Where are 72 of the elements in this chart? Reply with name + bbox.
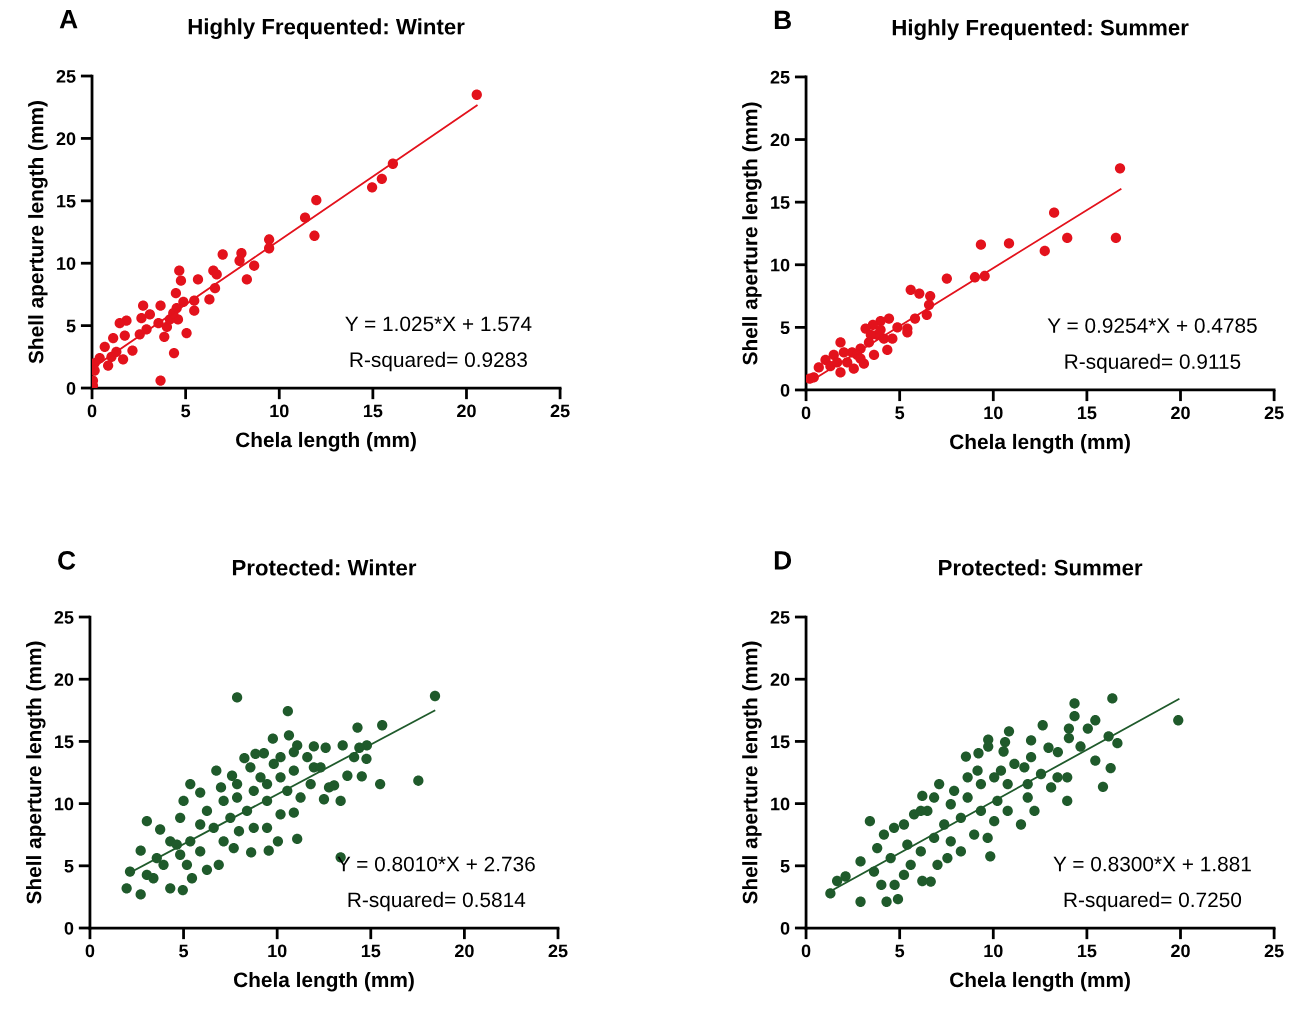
x-tick-label: 10 xyxy=(268,944,287,958)
annotation: Y = 0.8010*X + 2.736 xyxy=(337,856,535,872)
y-tick-label: 15 xyxy=(771,196,790,209)
x-tick-label: 25 xyxy=(550,404,570,418)
y-axis-title: Shell aperture length (mm) xyxy=(742,641,762,904)
x-axis-title: Chela length (mm) xyxy=(233,971,414,992)
chart-title: Highly Frequented: Summer xyxy=(892,19,1189,40)
x-tick-label: 15 xyxy=(363,404,383,418)
x-tick-label: 15 xyxy=(1077,944,1097,958)
x-tick-label: 25 xyxy=(1264,406,1284,420)
y-tick-label: 15 xyxy=(771,735,790,749)
y-tick-label: 15 xyxy=(55,735,74,749)
x-tick-label: 20 xyxy=(454,944,474,958)
y-tick-label: 10 xyxy=(771,797,790,811)
x-axis-title: Chela length (mm) xyxy=(950,433,1130,454)
x-axis-title: Chela length (mm) xyxy=(236,431,416,452)
x-tick-label: 0 xyxy=(87,404,97,418)
y-tick-label: 15 xyxy=(57,194,76,208)
x-tick-label: 10 xyxy=(270,404,289,418)
y-tick-label: 25 xyxy=(56,69,76,83)
y-tick-label: 10 xyxy=(771,258,790,272)
x-tick-label: 5 xyxy=(181,404,191,418)
chart-title: Highly Frequented: Winter xyxy=(188,18,465,40)
y-tick-label: 25 xyxy=(54,610,74,624)
y-tick-label: 10 xyxy=(57,257,76,270)
y-tick-label: 5 xyxy=(780,859,790,873)
x-tick-label: 5 xyxy=(895,406,905,420)
text: D xyxy=(774,551,792,570)
annotation: R-squared= 0.7250 xyxy=(1064,891,1242,912)
annotation: R-squared= 0.5814 xyxy=(348,891,526,912)
text: B xyxy=(774,10,791,29)
x-tick-label: 15 xyxy=(361,944,381,958)
x-tick-label: 0 xyxy=(801,406,811,420)
text: A xyxy=(59,10,78,29)
y-axis-title: Shell aperture length (mm) xyxy=(28,101,48,364)
y-axis-title: Shell aperture length (mm) xyxy=(26,641,46,904)
y-tick-label: 20 xyxy=(54,673,74,686)
x-tick-label: 20 xyxy=(1171,406,1190,420)
y-tick-label: 20 xyxy=(770,133,790,147)
y-tick-label: 5 xyxy=(780,321,790,335)
y-tick-label: 20 xyxy=(770,673,790,686)
x-tick-label: 20 xyxy=(457,404,476,418)
y-axis-title: Shell aperture length (mm) xyxy=(742,102,762,365)
annotation: Y = 0.8300*X + 1.881 xyxy=(1053,856,1251,872)
chart-title: Protected: Summer xyxy=(939,559,1143,576)
annotation: Y = 0.9254*X + 0.4785 xyxy=(1047,318,1257,333)
x-tick-label: 5 xyxy=(179,944,189,958)
text: C xyxy=(58,550,76,570)
x-tick-label: 10 xyxy=(984,406,1003,420)
y-tick-label: 0 xyxy=(66,381,76,395)
y-tick-label: 25 xyxy=(770,70,790,84)
y-tick-label: 0 xyxy=(780,921,790,935)
x-tick-label: 5 xyxy=(895,944,905,958)
x-tick-label: 0 xyxy=(85,944,95,958)
x-tick-label: 25 xyxy=(548,944,568,958)
y-tick-label: 25 xyxy=(770,610,790,624)
y-tick-label: 5 xyxy=(64,859,74,873)
x-tick-label: 20 xyxy=(1171,944,1190,958)
x-tick-label: 10 xyxy=(984,944,1003,958)
y-tick-label: 20 xyxy=(56,132,76,146)
chart-title: Protected: Winter xyxy=(232,559,417,576)
x-axis-title: Chela length (mm) xyxy=(950,971,1130,992)
y-tick-label: 10 xyxy=(55,797,74,811)
y-tick-label: 0 xyxy=(780,383,790,397)
y-tick-label: 5 xyxy=(66,319,76,333)
x-tick-label: 25 xyxy=(1264,944,1284,958)
annotation: R-squared= 0.9115 xyxy=(1065,353,1241,374)
annotation: R-squared= 0.9283 xyxy=(350,351,527,372)
annotation: Y = 1.025*X + 1.574 xyxy=(345,316,532,332)
y-tick-label: 0 xyxy=(64,921,74,935)
x-tick-label: 15 xyxy=(1077,406,1097,420)
x-tick-label: 0 xyxy=(801,944,811,958)
